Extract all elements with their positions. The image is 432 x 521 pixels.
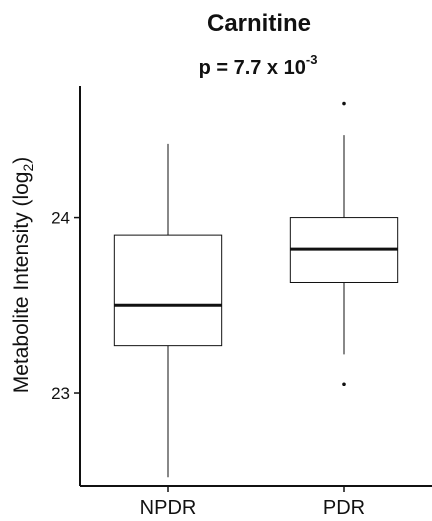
plot-area: 23 24 NPDR PDR [51,86,432,519]
y-axis-title: Metabolite Intensity (log2) [10,157,36,394]
y-tick-label-23: 23 [51,384,70,403]
outlier-point-pdr-1 [342,101,346,106]
y-axis-title-main: Metabolite Intensity (log [10,172,33,394]
y-tick-label-24: 24 [51,209,70,228]
p-value-exponent: -3 [306,52,318,67]
chart-subtitle: p = 7.7 x 10-3 [199,52,318,79]
p-value-text: p = 7.7 x 10 [199,57,306,79]
y-axis-title-subscript: 2 [20,164,36,172]
x-tick-label-npdr: NPDR [140,497,197,519]
outlier-point-pdr-0 [342,382,346,387]
box-iqr-npdr [113,234,223,347]
y-axis-title-suffix: ) [10,157,33,164]
chart-title: Carnitine [207,10,311,37]
x-tick-label-pdr: PDR [323,497,365,519]
